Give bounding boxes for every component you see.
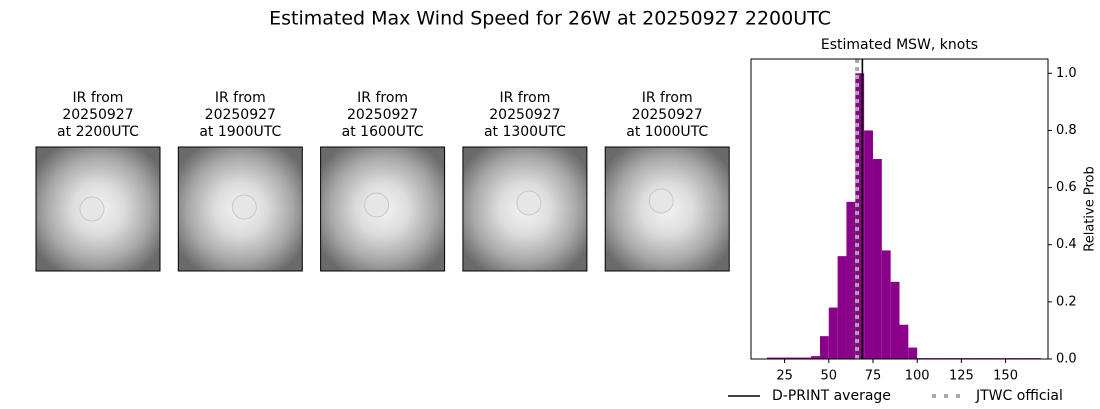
storm-eye <box>516 190 542 216</box>
y-tick-label: 0.6 <box>1056 180 1077 195</box>
y-tick-label: 1.0 <box>1056 66 1077 81</box>
y-axis-label: Relative Prob <box>1083 166 1098 251</box>
bar <box>828 307 838 359</box>
y-tick-label: 0.4 <box>1056 237 1077 252</box>
panel-title: IR from <box>215 90 266 106</box>
bar <box>802 357 812 359</box>
panel-title: 20250927 <box>205 107 276 123</box>
panel-title: 20250927 <box>632 107 703 123</box>
bar <box>864 130 873 359</box>
x-tick-label: 125 <box>949 369 974 384</box>
storm-eye <box>231 194 257 220</box>
bar <box>784 357 794 359</box>
storm-eye <box>364 192 390 218</box>
y-tick-label: 0.8 <box>1056 123 1077 138</box>
panel-title: IR from <box>499 90 550 106</box>
x-tick-label: 150 <box>993 369 1018 384</box>
y-tick-label: 0.0 <box>1056 352 1077 367</box>
plot-frame <box>750 58 1049 360</box>
panel-title: at 1000UTC <box>626 124 708 140</box>
x-tick-label: 75 <box>865 369 882 384</box>
panel-title: at 1900UTC <box>199 124 281 140</box>
bar <box>855 73 865 360</box>
bar <box>837 256 847 359</box>
x-tick-label: 25 <box>776 369 793 384</box>
panel-title: at 1300UTC <box>484 124 566 140</box>
figure-title: Estimated Max Wind Speed for 26W at 2025… <box>269 8 831 30</box>
bar <box>793 357 803 359</box>
x-tick-label: 100 <box>905 369 930 384</box>
bar <box>811 356 820 359</box>
bar <box>775 357 785 359</box>
panel-title: IR from <box>642 90 693 106</box>
bar <box>819 336 829 359</box>
panel-title: at 2200UTC <box>57 124 139 140</box>
bar <box>881 250 891 359</box>
bar <box>766 357 776 359</box>
bar <box>899 324 909 359</box>
chart-title: Estimated MSW, knots <box>821 37 978 53</box>
storm-eye <box>648 188 674 214</box>
x-tick-label: 50 <box>821 369 838 384</box>
bar <box>872 159 882 359</box>
panel-title: IR from <box>73 90 124 106</box>
panel-title: at 1600UTC <box>342 124 424 140</box>
legend-label: D-PRINT average <box>772 388 891 404</box>
bar <box>908 347 918 359</box>
panel-title: 20250927 <box>489 107 560 123</box>
panel-title: 20250927 <box>62 107 133 123</box>
panel-title: IR from <box>357 90 408 106</box>
bar <box>846 201 856 359</box>
storm-eye <box>79 196 105 222</box>
panel-title: 20250927 <box>347 107 418 123</box>
y-tick-label: 0.2 <box>1056 294 1077 309</box>
bar <box>890 281 900 359</box>
legend-label: JTWC official <box>975 388 1063 404</box>
